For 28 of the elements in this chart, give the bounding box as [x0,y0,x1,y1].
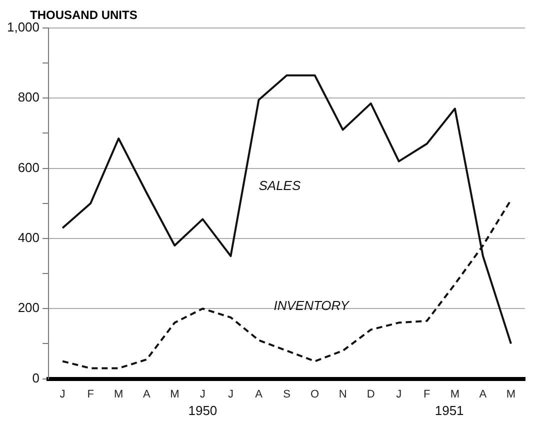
x-tick-label: F [424,388,431,400]
x-tick-label: D [366,388,375,400]
y-tick-label: 600 [18,160,40,175]
x-tick-label: A [479,388,488,400]
x-tick-label: M [114,388,124,400]
x-tick-label: N [338,388,347,400]
y-tick-label: 1,000 [6,20,40,35]
text: INVENTORY [274,298,350,314]
x-tick-label: M [506,388,516,400]
x-tick-label: J [228,388,234,400]
x-tick-label: J [60,388,66,400]
y-tick-label: 200 [18,300,40,316]
text: 1951 [434,402,464,418]
text: 1950 [188,402,218,418]
y-tick-label: 400 [18,230,40,246]
series-label: SALES [258,178,301,193]
x-tick-label: O [310,388,320,400]
x-tick-label: F [87,388,94,400]
x-tick-label: J [396,388,402,400]
x-tick-label: A [255,388,264,400]
x-tick-label: J [200,388,206,400]
x-tick-label: M [170,388,180,400]
x-tick-label: A [142,388,151,400]
y-axis-title: THOUSAND UNITS [30,8,138,22]
y-tick-label: 0 [32,370,40,386]
x-tick-label: S [283,388,290,400]
x-tick-label: M [450,388,460,400]
y-tick-label: 800 [18,90,40,105]
